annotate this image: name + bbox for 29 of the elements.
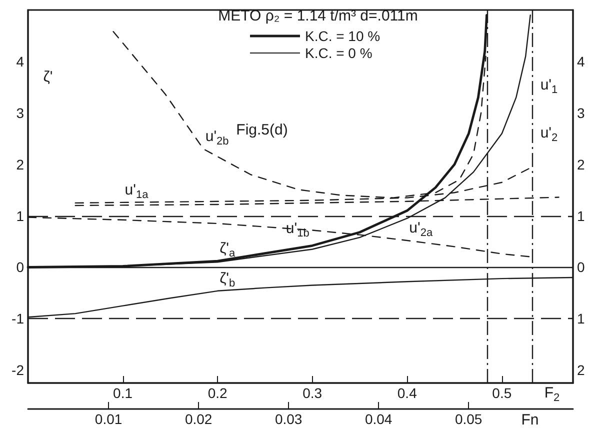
y2-tick-label: 4 [577,53,585,70]
y-tick-label: -1 [12,310,24,327]
x-tick-label: 0.2 [208,385,228,401]
y2-tick-label: 1 [577,208,585,224]
y-axis-title: ζ' [43,68,53,86]
x2-tick-label: 0.05 [454,411,482,427]
y2-tick-label: 2 [577,362,585,378]
x2-tick-label: 0.03 [274,411,302,427]
y2-tick-label: 3 [577,104,585,121]
y-tick-label: 0 [16,259,24,276]
y-tick-label: 2 [16,156,24,172]
x-tick-label: 0.5 [492,385,512,401]
y-tick-label: 1 [16,208,24,224]
legend-label: K.C. = 10 % [305,28,380,44]
x2-tick-label: 0.04 [364,411,392,427]
y-tick-label: -2 [12,362,24,378]
x-tick-label: 0.4 [397,385,418,401]
x2-tick-label: 0.01 [94,411,122,427]
y2-tick-label: 0 [577,259,585,276]
legend-label: K.C. = 0 % [305,45,372,61]
y-tick-label: 4 [16,53,24,70]
annotation: Fig.5(d) [236,122,288,138]
x2-axis-title: Fn [521,412,539,428]
x-tick-label: 0.3 [302,385,322,401]
y-tick-label: 3 [16,104,24,121]
x2-tick-label: 0.02 [184,411,212,427]
y2-tick-label: 2 [577,156,585,172]
x-tick-label: 0.1 [113,385,133,401]
y2-tick-label: 1 [577,310,585,327]
